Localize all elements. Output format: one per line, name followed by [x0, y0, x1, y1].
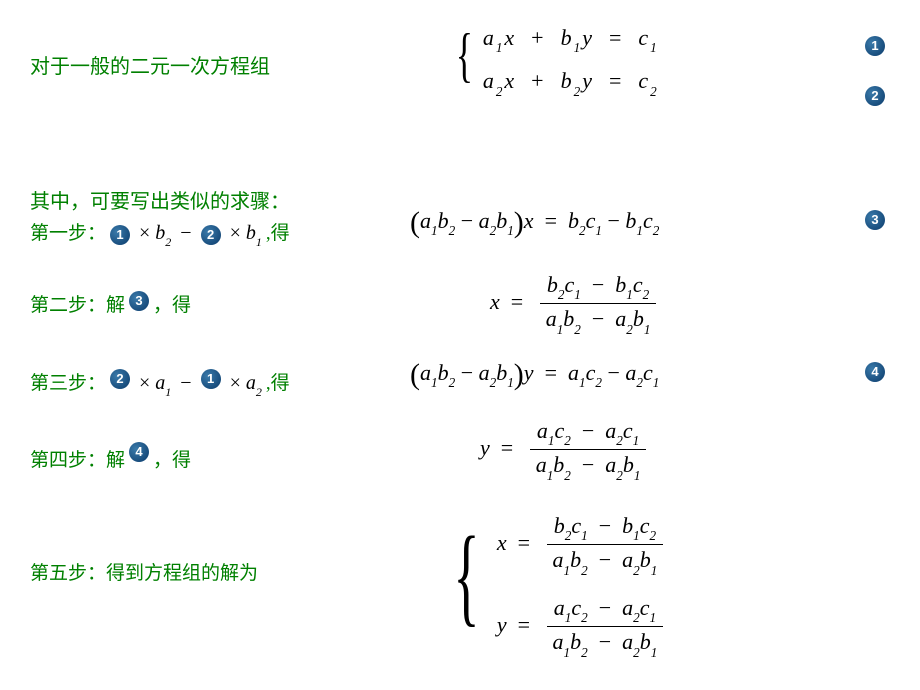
step2-label: 第二步：解	[30, 295, 125, 316]
step3-minus: −	[175, 372, 196, 394]
step1-tail: ,得	[266, 223, 290, 244]
step1-badge2-icon: 2	[201, 225, 221, 245]
badge-1-icon: 1	[865, 36, 885, 56]
step1-minus: −	[175, 222, 196, 244]
equation-2: a2x + b2y = c2	[483, 68, 659, 97]
intro-text: 对于一般的二元一次方程组	[30, 56, 270, 78]
final-x: x = b2c1 − b1c2 a1b2 − a2b1	[497, 513, 663, 577]
step3-label: 第三步：	[30, 373, 106, 394]
step1-label: 第一步：	[30, 223, 106, 244]
step1-expr1: × b2	[134, 222, 171, 244]
step3-badge2-icon: 1	[201, 369, 221, 389]
step4-tail: ，得	[153, 450, 191, 471]
step4-badge-icon: 4	[129, 442, 149, 462]
badge-3-icon: 3	[865, 210, 885, 230]
equation-3: (a1b2 − a2b1)x = b2c1 − b1c2	[410, 206, 659, 240]
badge-4-icon: 4	[865, 362, 885, 382]
equation-4: (a1b2 − a2b1)y = a1c2 − a2c1	[410, 358, 659, 392]
equation-system: { a1x + b1y = c1 a2x + b2y = c2	[450, 25, 659, 98]
step3-badge1-icon: 2	[110, 369, 130, 389]
step2-badge-icon: 3	[129, 291, 149, 311]
solution-x: x = b2c1 − b1c2 a1b2 − a2b1	[490, 272, 656, 336]
step2-tail: ，得	[153, 295, 191, 316]
step3-tail: ,得	[266, 373, 290, 394]
step4-label: 第四步：解	[30, 450, 125, 471]
equation-1: a1x + b1y = c1	[483, 25, 659, 54]
step1-expr2: × b1	[225, 222, 262, 244]
step3-expr1: × a1	[134, 372, 171, 394]
step5-label: 第五步：得到方程组的解为	[30, 563, 258, 584]
step3-expr2: × a2	[225, 372, 262, 394]
final-y: y = a1c2 − a2c1 a1b2 − a2b1	[497, 595, 663, 659]
final-solution: { x = b2c1 − b1c2 a1b2 − a2b1 y = a1c2 −…	[440, 513, 663, 659]
step1-badge1-icon: 1	[110, 225, 130, 245]
note-text: 其中，可要写出类似的求骤：	[30, 191, 290, 213]
solution-y: y = a1c2 − a2c1 a1b2 − a2b1	[480, 418, 646, 482]
badge-2-icon: 2	[865, 86, 885, 106]
